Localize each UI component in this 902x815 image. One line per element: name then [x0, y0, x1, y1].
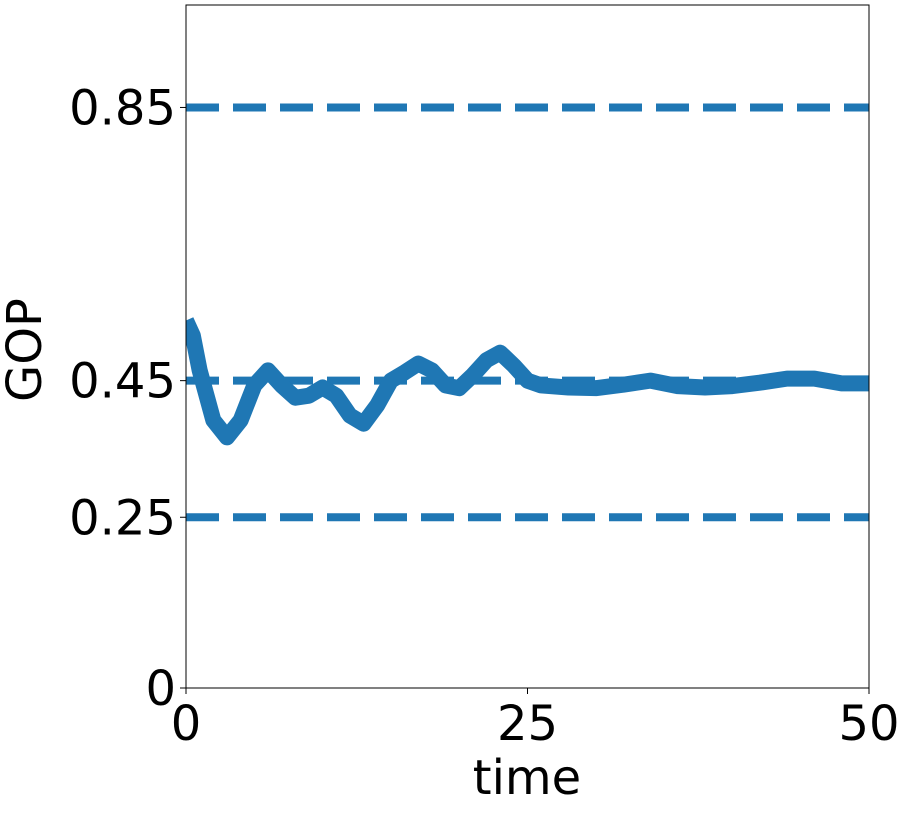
- x-axis-label: time: [473, 750, 581, 806]
- y-tick-label: 0.45: [69, 354, 176, 410]
- y-tick-label: 0: [145, 661, 176, 717]
- y-tick-label: 0.25: [69, 490, 176, 546]
- x-tick-label: 50: [838, 696, 899, 752]
- x-tick-label: 25: [497, 696, 558, 752]
- y-axis-label: GOP: [0, 298, 53, 402]
- y-tick-label: 0.85: [69, 80, 176, 136]
- x-tick-label: 0: [171, 696, 202, 752]
- data-line: [186, 317, 869, 446]
